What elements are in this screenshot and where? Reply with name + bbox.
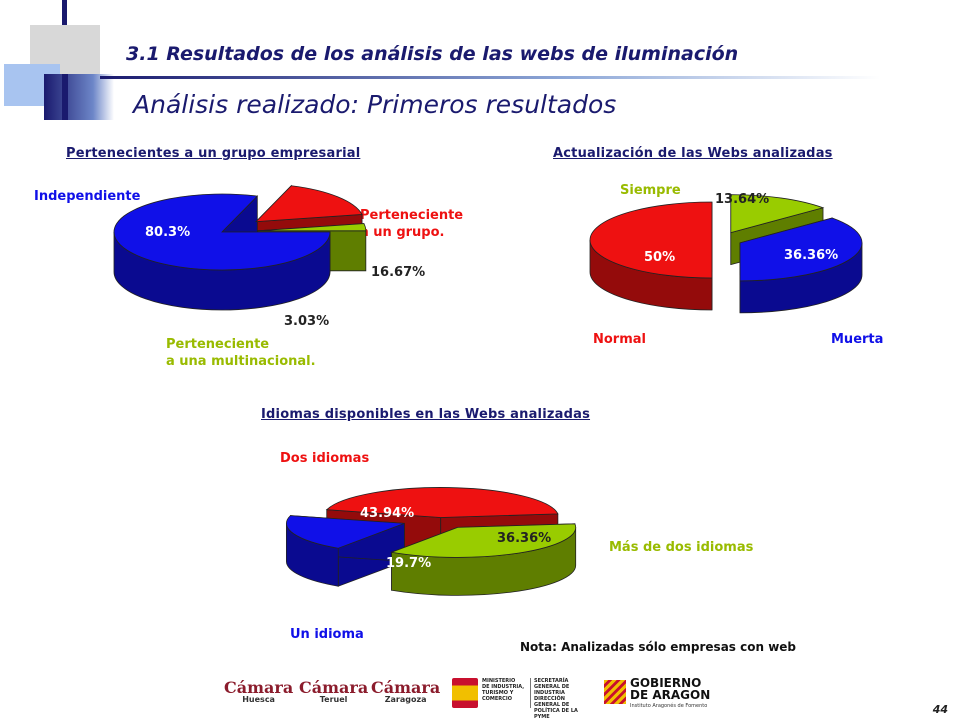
chart1-value-multinacional: 3.03% [284,314,330,329]
pie2-slice-1-top [730,194,825,234]
gobierno-line-1: GOBIERNO [630,676,702,690]
chart2-value-muerta: 36.36% [784,248,839,263]
chart3-pie [285,487,577,596]
page-subtitle: Análisis realizado: Primeros resultados [133,90,617,119]
spain-shield-icon [452,678,478,708]
chart2-value-normal: 50% [644,250,676,265]
title-rule [100,76,880,79]
secretaria-line-1: SECRETARÍA GENERAL DE [534,678,570,690]
logo-camara-zaragoza-word: Cámara [371,678,441,697]
ministerio-line-3: TURISMO Y [482,690,514,696]
pie1-slice-0-top [113,193,331,271]
logo-camara-huesca-word: Cámara [224,678,294,697]
chart1-legend-multi-line2: a una multinacional. [166,354,316,369]
secretaria-line-3: DIRECCIÓN GENERAL DE [534,696,570,708]
chart1-legend-multi-line1: Perteneciente [166,337,270,352]
chart1-legend-grupo: Perteneciente a un grupo. [360,207,463,241]
gobierno-subline: Instituto Aragonés de Fomento [630,703,708,709]
chart3-legend-un: Un idioma [290,627,364,642]
ministerio-line-4: COMERCIO [482,696,512,702]
chart1-legend-grupo-line2: a un grupo. [360,225,445,240]
chart2-pie [589,194,863,314]
chart2-legend-normal: Normal [593,332,646,347]
chart1-value-grupo: 16.67% [371,265,426,280]
logo-camara-huesca-city: Huesca [242,695,275,704]
logo-camara-teruel-city: Teruel [319,695,348,704]
chart3-value-mas: 36.36% [497,531,552,546]
logo-camara-huesca: Cámara Huesca [224,678,293,704]
logo-gobierno-aragon: GOBIERNO DE ARAGON Instituto Aragonés de… [604,676,714,712]
chart2-legend-siempre: Siempre [620,183,681,198]
chart3-value-un: 19.7% [386,556,432,571]
chart2-title: Actualización de las Webs analizadas [553,146,833,161]
chart1-title: Pertenecientes a un grupo empresarial [66,146,361,161]
secretaria-line-4: POLÍTICA DE LA PYME [534,708,578,720]
aragon-flag-icon [604,680,626,704]
logo-ministerio: MINISTERIO DE INDUSTRIA, TURISMO Y COMER… [452,676,592,720]
chart1-legend-multinacional: Perteneciente a una multinacional. [166,336,316,370]
pie3-slice-1-top [390,523,577,558]
logo-camara-teruel: Cámara Teruel [299,678,368,704]
pie2-slice-0-top [589,201,713,279]
pie3-slice-0-top [325,487,559,518]
chart1-pie [113,184,367,311]
chart1-legend-grupo-line1: Perteneciente [360,208,464,223]
chart3-title: Idiomas disponibles en las Webs analizad… [261,407,591,422]
ministerio-line-2: DE INDUSTRIA, [482,684,525,690]
gobierno-line-2: DE ARAGON [630,688,711,702]
chart1-value-independiente: 80.3% [145,225,191,240]
logo-camara-teruel-word: Cámara [299,678,369,697]
section-title: 3.1 Resultados de los análisis de las we… [126,43,739,65]
chart2-value-siempre: 13.64% [715,192,770,207]
pie2-slice-2-top [739,217,863,282]
chart3-legend-dos: Dos idiomas [280,451,370,466]
ministerio-line-1: MINISTERIO [482,678,516,684]
chart1-legend-independiente: Independiente [34,189,141,204]
pie3-slice-2-top [286,515,405,549]
pie1-slice-2-top [257,223,367,232]
chart3-value-dos: 43.94% [360,506,415,521]
footnote: Nota: Analizadas sólo empresas con web [520,640,797,654]
chart2-legend-muerta: Muerta [831,332,884,347]
page-number: 44 [932,703,948,716]
logo-camara-zaragoza-city: Zaragoza [384,695,427,704]
secretaria-line-2: INDUSTRIA [534,690,565,696]
header-decoration [0,0,120,125]
pie1-slice-1-top [254,185,363,223]
logo-camara-zaragoza: Cámara Zaragoza [371,678,440,704]
chart3-legend-mas: Más de dos idiomas [609,540,754,555]
